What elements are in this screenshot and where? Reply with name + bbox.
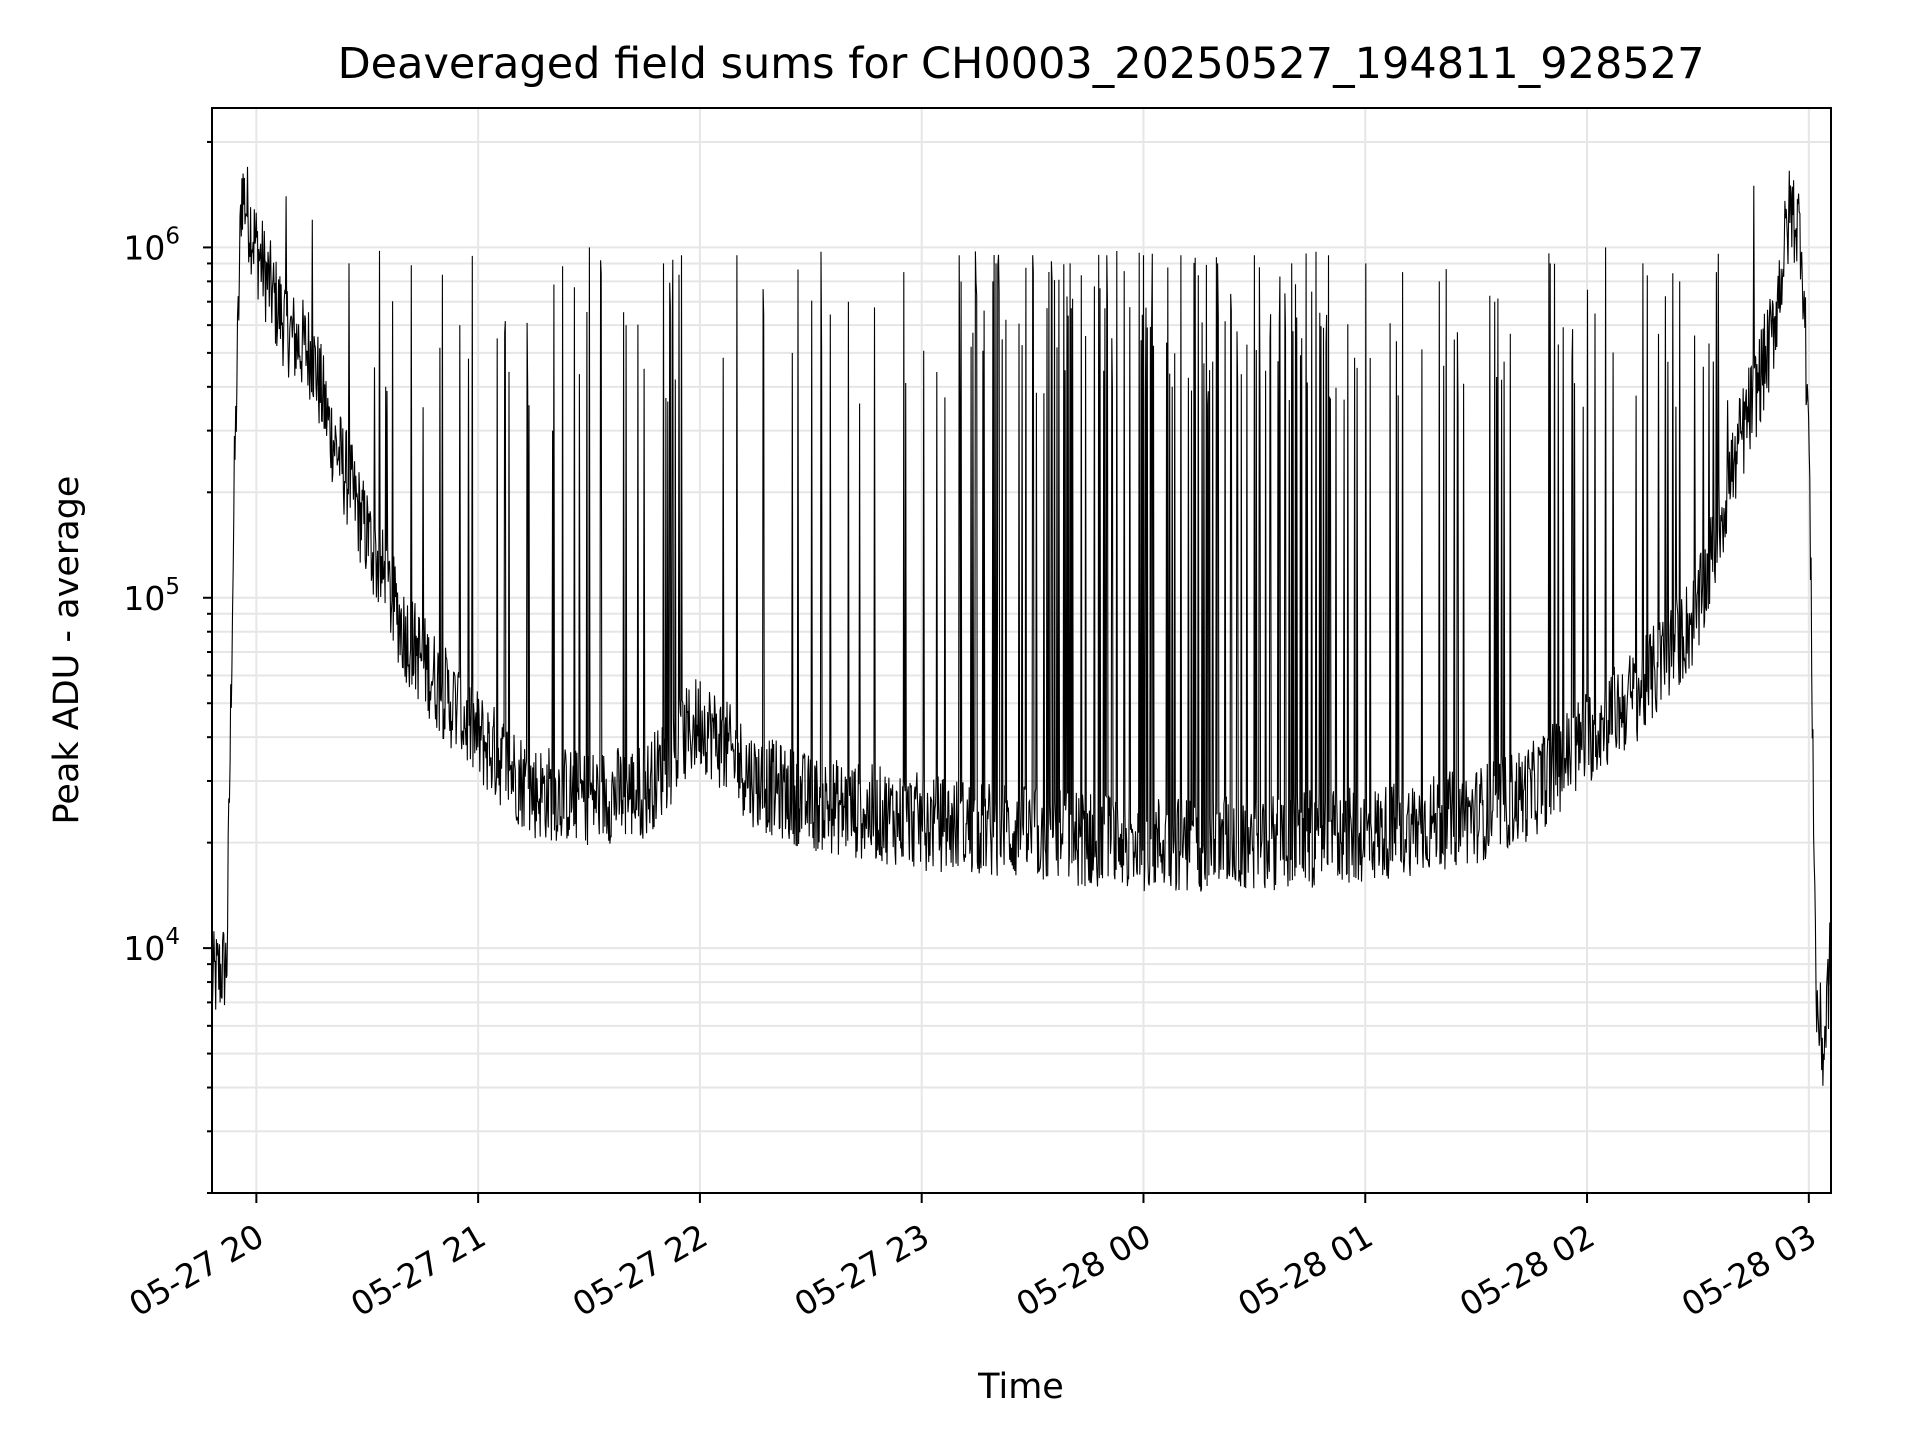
chart-title: Deaveraged field sums for CH0003_2025052…: [338, 39, 1705, 89]
x-axis-label: Time: [977, 1367, 1064, 1407]
y-tick-label: 104: [123, 924, 180, 968]
series-line: [211, 166, 1831, 1086]
y-tick-label: 106: [123, 223, 180, 267]
plot-area: [211, 166, 1831, 1086]
y-axis-label: Peak ADU - average: [47, 476, 87, 825]
plot-frame: [211, 107, 1832, 1194]
y-tick-label: 105: [123, 574, 180, 618]
